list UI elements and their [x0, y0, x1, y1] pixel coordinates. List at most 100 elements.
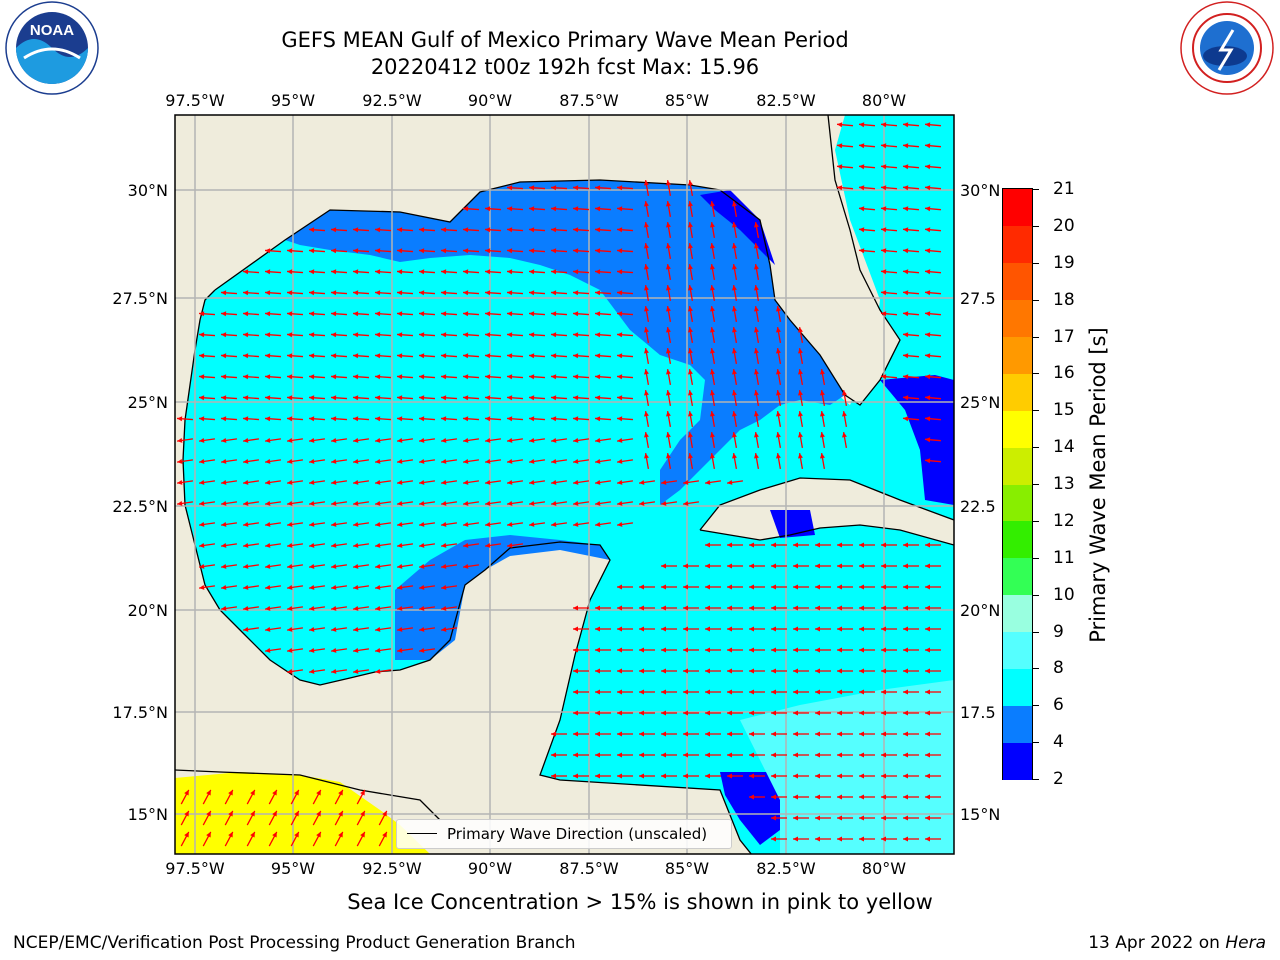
wave-arrow [220, 290, 238, 296]
wave-arrow [666, 285, 672, 301]
wave-arrow [330, 542, 348, 548]
wave-arrow [330, 584, 348, 590]
colorbar-tick-mark [1033, 189, 1039, 190]
wave-arrow [202, 810, 212, 826]
wave-arrow [924, 437, 942, 443]
colorbar-segment [1003, 742, 1032, 780]
colorbar-tick-label: 10 [1053, 584, 1075, 605]
wave-arrow [683, 668, 699, 674]
wave-arrow [176, 416, 194, 422]
wave-arrow [308, 542, 326, 548]
wave-arrow [793, 773, 809, 779]
wave-arrow [396, 311, 414, 317]
wave-arrow [374, 311, 392, 317]
wave-arrow [264, 479, 282, 485]
forecast-subtitle: 20220412 t00z 192h fcst Max: 15.96 [370, 55, 760, 79]
wave-arrow [378, 810, 388, 826]
wave-arrow [440, 458, 458, 464]
wave-arrow [880, 290, 898, 296]
wave-arrow [903, 647, 919, 653]
wave-arrow [396, 353, 414, 359]
wave-arrow [374, 479, 392, 485]
wave-arrow [550, 269, 568, 275]
wave-arrow [881, 815, 897, 821]
wave-arrow [224, 810, 234, 826]
wave-arrow [881, 668, 897, 674]
wave-arrow [616, 479, 634, 485]
wave-arrow [374, 668, 392, 674]
wave-arrow [286, 521, 304, 527]
wave-arrow [661, 689, 677, 695]
wave-arrow [334, 789, 344, 805]
wave-arrow [924, 122, 942, 128]
wave-arrow [374, 374, 392, 380]
wave-arrow [771, 563, 787, 569]
wave-arrow [418, 458, 436, 464]
wave-arrow [286, 416, 304, 422]
wave-arrow [330, 479, 348, 485]
wave-arrow [308, 374, 326, 380]
wave-arrow [242, 416, 260, 422]
wave-arrow [705, 542, 721, 548]
wave-arrow [356, 831, 366, 847]
wave-arrow [925, 710, 941, 716]
wave-arrow [924, 143, 942, 149]
wave-arrow [771, 710, 787, 716]
wave-arrow [550, 521, 568, 527]
wave-arrow [925, 647, 941, 653]
wave-arrow [903, 626, 919, 632]
wave-arrow [880, 374, 898, 380]
wave-arrow [506, 521, 524, 527]
wave-arrow [820, 453, 826, 469]
wave-arrow [666, 201, 672, 217]
wave-arrow [462, 500, 480, 506]
wave-arrow [418, 374, 436, 380]
wave-arrow [902, 143, 920, 149]
wave-arrow [356, 810, 366, 826]
wave-arrow [550, 290, 568, 296]
wave-arrow [754, 243, 760, 259]
wave-arrow [176, 437, 194, 443]
wave-arrow [330, 227, 348, 233]
wave-arrow [440, 605, 458, 611]
wave-arrow [732, 432, 738, 448]
wave-arrow [573, 710, 589, 716]
wave-arrow [836, 164, 854, 170]
wave-arrow [594, 437, 612, 443]
wave-arrow [396, 500, 414, 506]
wave-arrow [859, 626, 875, 632]
caribbean-lightcyan [740, 680, 954, 854]
wave-arrow [374, 269, 392, 275]
wave-arrow [710, 243, 716, 259]
wave-arrow [220, 437, 238, 443]
wave-arrow [396, 458, 414, 464]
wave-arrow [710, 411, 716, 427]
wave-arrow [462, 542, 480, 548]
colorbar-tick-mark [1033, 705, 1039, 707]
wave-arrow [418, 584, 436, 590]
wave-arrow [573, 626, 589, 632]
colorbar-tick-mark [1033, 594, 1039, 596]
wave-arrow [925, 626, 941, 632]
wave-arrow [224, 831, 234, 847]
wave-arrow [356, 789, 366, 805]
lon-tick-labels-top: 97.5°W 95°W 92.5°W 90°W 87.5°W 85°W 82.5… [165, 91, 906, 110]
wave-arrow [842, 411, 848, 427]
colorbar-segment [1003, 557, 1032, 596]
wave-arrow [881, 605, 897, 611]
wave-arrow [881, 584, 897, 590]
lat-tick-left: 20°N [128, 601, 168, 620]
wave-arrow [616, 416, 634, 422]
wave-arrow [859, 794, 875, 800]
wave-arrow [754, 411, 760, 427]
wave-arrow [924, 458, 942, 464]
wave-arrow [617, 731, 633, 737]
wave-arrow [858, 227, 876, 233]
wave-arrow [352, 437, 370, 443]
wave-arrow [798, 369, 804, 385]
colorbar-tick-label: 16 [1053, 363, 1075, 384]
wave-arrow [880, 269, 898, 275]
wave-arrow [727, 689, 743, 695]
wave-arrow [330, 290, 348, 296]
wave-arrow [528, 521, 546, 527]
